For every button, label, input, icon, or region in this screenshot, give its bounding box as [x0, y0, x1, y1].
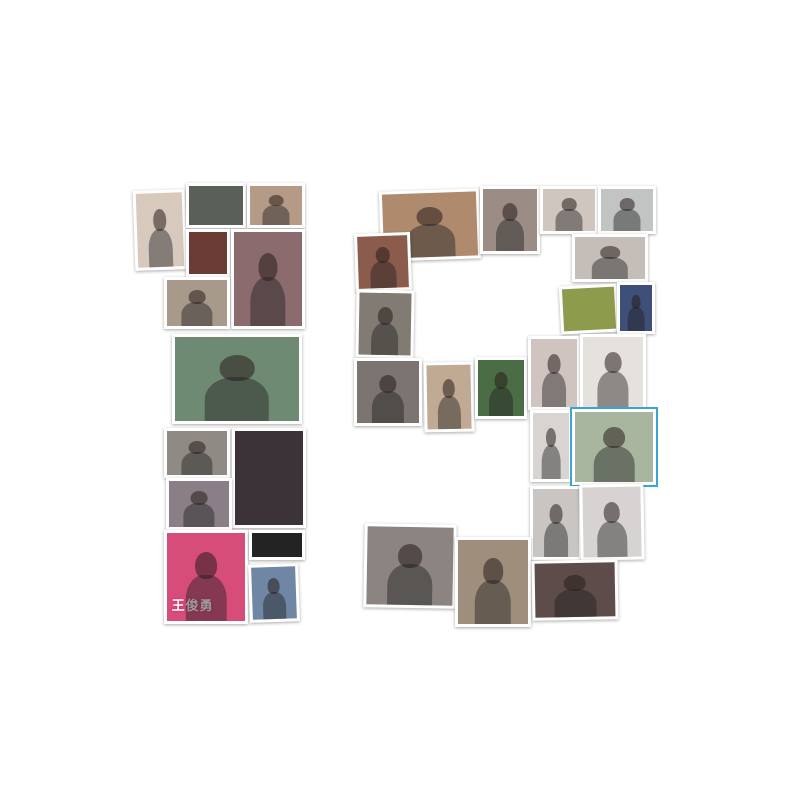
collage-photo-22: [617, 282, 655, 334]
collage-photo-16: [540, 186, 598, 234]
photo-image: [601, 189, 653, 231]
photo-image: [252, 533, 302, 557]
photo-image: [534, 562, 616, 618]
collage-photo-33: [455, 537, 531, 627]
photo-image: 王俊勇: [167, 533, 245, 621]
collage-photo-23: [354, 358, 422, 426]
collage-photo-13: [249, 530, 305, 560]
photo-image: [531, 339, 577, 407]
collage-photo-30: [530, 486, 582, 560]
photo-image: [543, 189, 595, 231]
collage-photo-3: [247, 183, 305, 228]
photo-image: [167, 280, 227, 326]
collage-photo-10: [166, 478, 232, 530]
collage-photo-25: [475, 357, 527, 419]
photo-image: [175, 337, 299, 421]
photo-image: [483, 189, 537, 251]
collage-photo-19: [572, 234, 648, 282]
photo-image: [357, 361, 419, 423]
photo-image: [357, 235, 409, 289]
photo-image: [426, 364, 472, 430]
collage-photo-8: [164, 428, 230, 478]
photo-image: [533, 489, 579, 557]
collage-photo-1: [132, 189, 188, 271]
photo-image: [234, 232, 302, 326]
photo-image: [478, 360, 524, 416]
photo-image: [235, 431, 303, 525]
collage-photo-15: [480, 186, 540, 254]
photo-image: [135, 192, 185, 268]
collage-photo-7: [172, 334, 302, 424]
collage-photo-24: [423, 361, 475, 433]
collage-photo-27: [580, 334, 646, 410]
collage-photo-12: [248, 563, 300, 623]
collage-photo-32: [363, 523, 457, 609]
collage-photo-18: [354, 232, 412, 292]
photo-image: [575, 237, 645, 279]
photo-image: [583, 337, 643, 407]
collage-photo-26: [528, 336, 580, 410]
photo-image: [251, 566, 297, 620]
photo-image: [358, 292, 412, 356]
photo-image: [575, 412, 653, 482]
collage-photo-17: [598, 186, 656, 234]
collage-photo-4: [186, 229, 230, 277]
photo-image: [620, 285, 652, 331]
collage-photo-29: [572, 409, 656, 485]
collage-photo-5: [231, 229, 305, 329]
collage-photo-9: [232, 428, 306, 528]
collage-photo-31: [579, 483, 645, 561]
photo-image: [582, 486, 642, 558]
photo-image: [189, 232, 227, 274]
collage-photo-34: [531, 559, 619, 621]
collage-photo-2: [186, 183, 246, 228]
collage-photo-28: [530, 410, 572, 482]
photo-image: [561, 286, 617, 332]
photo-image: [169, 481, 229, 527]
photo-image: [167, 431, 227, 475]
collage-photo-20: [355, 289, 415, 359]
photo-image: [458, 540, 528, 624]
photo-overlay-text: 王俊勇: [171, 598, 214, 614]
photo-image: [533, 413, 569, 479]
collage-photo-11: 王俊勇: [164, 530, 248, 624]
photo-image: [366, 526, 454, 606]
photo-image: [189, 186, 243, 225]
collage-photo-21: [558, 283, 620, 335]
collage-photo-6: [164, 277, 230, 329]
photo-image: [250, 186, 302, 225]
